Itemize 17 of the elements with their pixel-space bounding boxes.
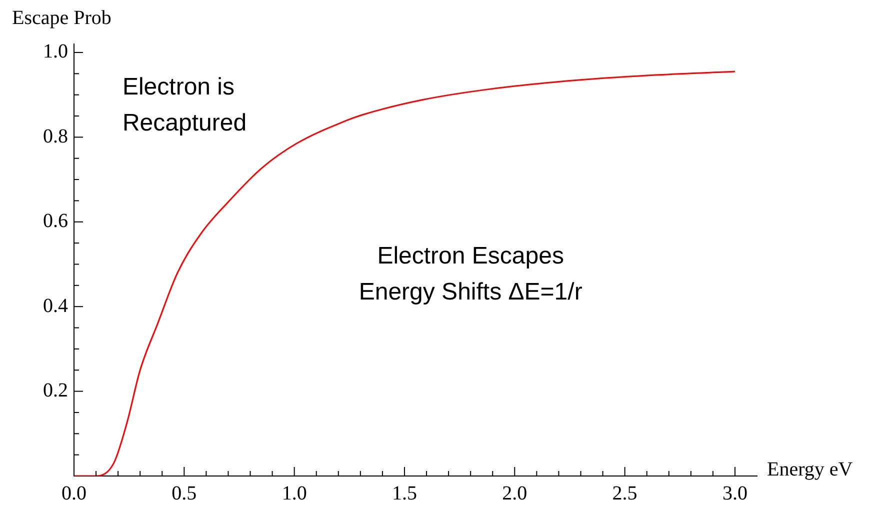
y-tick-label: 0.2 bbox=[43, 380, 68, 402]
y-tick-label: 0.4 bbox=[43, 294, 68, 317]
x-tick-label: 2.5 bbox=[612, 482, 638, 504]
annotation: Electron is Recaptured bbox=[122, 74, 247, 137]
x-tick-label: 2.0 bbox=[502, 482, 528, 504]
y-tick-label: 0.6 bbox=[43, 210, 68, 232]
x-tick-label: 1.5 bbox=[392, 482, 417, 504]
y-tick-label: 0.8 bbox=[43, 125, 68, 148]
annotation: Electron Escapes Energy Shifts ΔE=1/r bbox=[358, 242, 582, 306]
y-tick-label: 1.0 bbox=[43, 40, 68, 63]
line-series bbox=[74, 70, 736, 476]
x-tick-label: 0.0 bbox=[62, 482, 86, 504]
y-axis-title: Escape Prob bbox=[12, 7, 112, 29]
x-tick-label: 0.5 bbox=[172, 482, 197, 504]
x-axis-title: Energy eV bbox=[767, 458, 854, 480]
x-tick-label: 3.0 bbox=[722, 482, 748, 504]
x-tick-label: 1.0 bbox=[282, 482, 307, 504]
